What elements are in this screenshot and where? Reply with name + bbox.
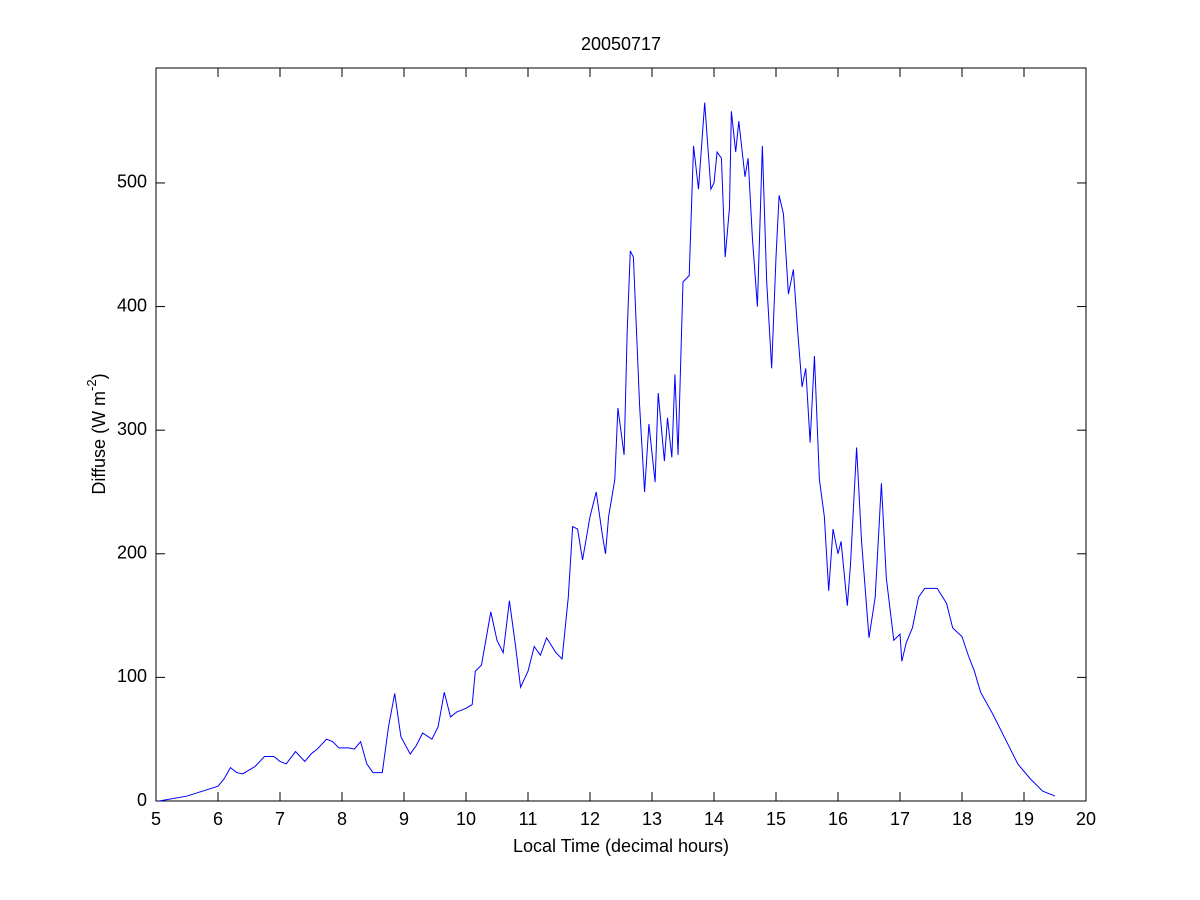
y-tick-label: 400	[117, 295, 147, 315]
x-tick-label: 14	[704, 809, 724, 829]
x-tick-label: 11	[519, 809, 538, 829]
x-tick-label: 9	[399, 809, 409, 829]
y-tick-label: 100	[117, 666, 147, 686]
x-tick-label: 13	[642, 809, 662, 829]
chart-title: 20050717	[581, 34, 661, 54]
y-axis-label: Diffuse (W m-2)	[84, 373, 108, 494]
y-tick-label: 500	[117, 172, 147, 192]
y-tick-label: 200	[117, 543, 147, 563]
y-axis-label-exponent: -2	[84, 379, 99, 391]
x-tick-label: 10	[456, 809, 476, 829]
x-tick-label: 12	[580, 809, 600, 829]
x-tick-label: 15	[766, 809, 786, 829]
x-tick-label: 8	[337, 809, 347, 829]
x-tick-label: 7	[275, 809, 285, 829]
x-tick-label: 6	[213, 809, 223, 829]
y-axis-label-end: )	[89, 373, 109, 379]
data-line	[159, 102, 1056, 802]
y-tick-label: 300	[117, 419, 147, 439]
x-tick-label: 18	[952, 809, 972, 829]
plot-frame	[155, 67, 1087, 802]
x-tick-label: 17	[890, 809, 910, 829]
x-tick-label: 5	[151, 809, 161, 829]
x-tick-label: 20	[1076, 809, 1096, 829]
x-tick-label: 16	[828, 809, 848, 829]
y-tick-label: 0	[137, 790, 147, 810]
x-axis-label: Local Time (decimal hours)	[513, 836, 729, 856]
x-tick-label: 19	[1014, 809, 1034, 829]
y-axis-label-main: Diffuse (W m	[89, 391, 109, 495]
